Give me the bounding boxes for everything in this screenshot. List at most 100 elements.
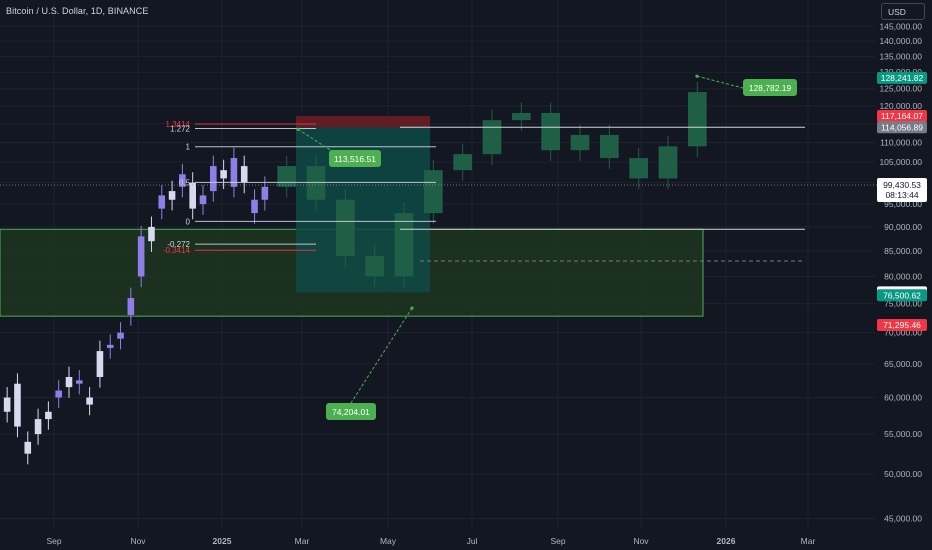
projection-candle [394, 213, 414, 277]
projection-candle [277, 166, 297, 187]
price-axis-label: 75,000.00 [884, 299, 922, 309]
history-candle [76, 380, 83, 384]
price-axis-label: 45,000.00 [884, 514, 922, 524]
time-axis-label: 2026 [717, 536, 736, 546]
history-candle [3, 397, 11, 412]
history-candle [168, 191, 176, 200]
projection-candle [482, 120, 502, 155]
history-candle [14, 383, 21, 427]
projection-candle [365, 255, 385, 277]
fib-level-label: -0.272 [167, 240, 190, 249]
projection-candle [453, 154, 473, 171]
callout-anchor [296, 127, 300, 131]
history-candle [261, 186, 269, 200]
history-candle [230, 158, 238, 187]
price-tag[interactable] [877, 318, 927, 331]
history-candle [106, 344, 114, 348]
price-axis-label: 90,000.00 [884, 222, 922, 232]
history-candle [158, 195, 166, 209]
time-axis-label: Mar [801, 536, 816, 546]
symbol-title[interactable]: Bitcoin / U.S. Dollar, 1D, BINANCE [6, 6, 149, 16]
callout-128782-box[interactable] [743, 79, 797, 96]
price-axis-label: 85,000.00 [884, 246, 922, 256]
projection-candle [306, 166, 326, 200]
callout-anchor [410, 306, 414, 310]
time-axis-label: 2025 [213, 536, 232, 546]
price-axis-label: 60,000.00 [884, 393, 922, 403]
callout-128782-text: 128,782.19 [749, 83, 792, 93]
time-axis-label: Mar [295, 536, 310, 546]
fib-level-label: 0.5 [179, 178, 191, 187]
countdown-text: 08:13:44 [885, 190, 918, 200]
history-candle [34, 419, 42, 435]
time-axis-label: Sep [550, 536, 565, 546]
price-axis-label: 140,000.00 [879, 36, 922, 46]
fib-level-label: -0.3414 [163, 246, 191, 255]
projection-candle [599, 134, 619, 159]
projection-candle [335, 199, 355, 256]
price-axis-label: 70,000.00 [884, 328, 922, 338]
history-candle [199, 195, 207, 205]
price-axis-label: 105,000.00 [879, 157, 922, 167]
price-tag-text: 71,295.46 [883, 320, 921, 330]
price-tag[interactable] [877, 121, 927, 134]
time-axis[interactable]: Sep Nov 2025 Mar May Jul Sep Nov 2026 Mar [46, 536, 815, 546]
history-candle [210, 166, 217, 192]
history-candle [24, 441, 32, 454]
history-candle [127, 298, 135, 315]
projection-candle [629, 158, 649, 179]
current-price-tag[interactable] [877, 177, 927, 202]
price-axis-label: 55,000.00 [884, 429, 922, 439]
price-axis-label: 145,000.00 [879, 21, 922, 31]
history-candle [45, 411, 52, 420]
price-axis-label: 110,000.00 [880, 137, 922, 147]
projection-candle [658, 146, 678, 179]
projection-candle [687, 92, 707, 147]
projection-candle [511, 112, 531, 121]
price-tag-text: 117,164.07 [881, 111, 923, 121]
time-axis-label: May [380, 536, 397, 546]
price-axis-label: 135,000.00 [879, 51, 922, 61]
projection-candle [570, 134, 590, 151]
price-axis-label: 125,000.00 [879, 84, 922, 94]
fib-level-label: 0 [186, 217, 191, 226]
history-candle [137, 236, 145, 277]
callout-74204-box[interactable] [326, 403, 376, 420]
fib-level-label: 1.3414 [166, 120, 191, 129]
price-axis-label: 50,000.00 [884, 469, 922, 479]
fib-level-label: 1.272 [170, 125, 191, 134]
history-candle [96, 351, 104, 377]
history-candle [65, 376, 73, 388]
price-tag[interactable] [877, 289, 927, 302]
callout-leader [350, 307, 413, 404]
history-candle [86, 397, 93, 405]
price-axis-label: 80,000.00 [884, 271, 922, 281]
history-candle [148, 226, 155, 242]
time-axis-label: Jul [467, 536, 478, 546]
currency-button[interactable]: USD [881, 3, 925, 20]
price-axis-label: 95,000.00 [884, 199, 922, 209]
price-tag[interactable] [877, 71, 927, 84]
history-candle [117, 332, 124, 339]
price-tag-text: 76,500.62 [883, 290, 921, 300]
history-candle [189, 182, 196, 209]
callout-113516-box[interactable] [329, 150, 381, 167]
price-tag[interactable] [877, 109, 927, 122]
time-axis-label: Nov [633, 536, 649, 546]
price-axis-label: 65,000.00 [884, 359, 922, 369]
short-stop-loss-zone[interactable] [296, 115, 430, 128]
callout-74204-text: 74,204.01 [332, 407, 370, 417]
projection-candle [423, 170, 443, 214]
candles-layer [3, 81, 707, 465]
projection-candle [541, 112, 561, 151]
callout-anchor [695, 74, 699, 78]
price-tag-text: 128,241.82 [881, 73, 924, 83]
price-axis[interactable]: 145,000.00140,000.00135,000.00130,000.00… [877, 21, 927, 524]
history-candle [55, 390, 62, 398]
fib-level-label: 1 [186, 143, 191, 152]
history-candle [251, 199, 258, 214]
price-axis-label: 120,000.00 [879, 101, 922, 111]
history-candle [240, 166, 248, 183]
